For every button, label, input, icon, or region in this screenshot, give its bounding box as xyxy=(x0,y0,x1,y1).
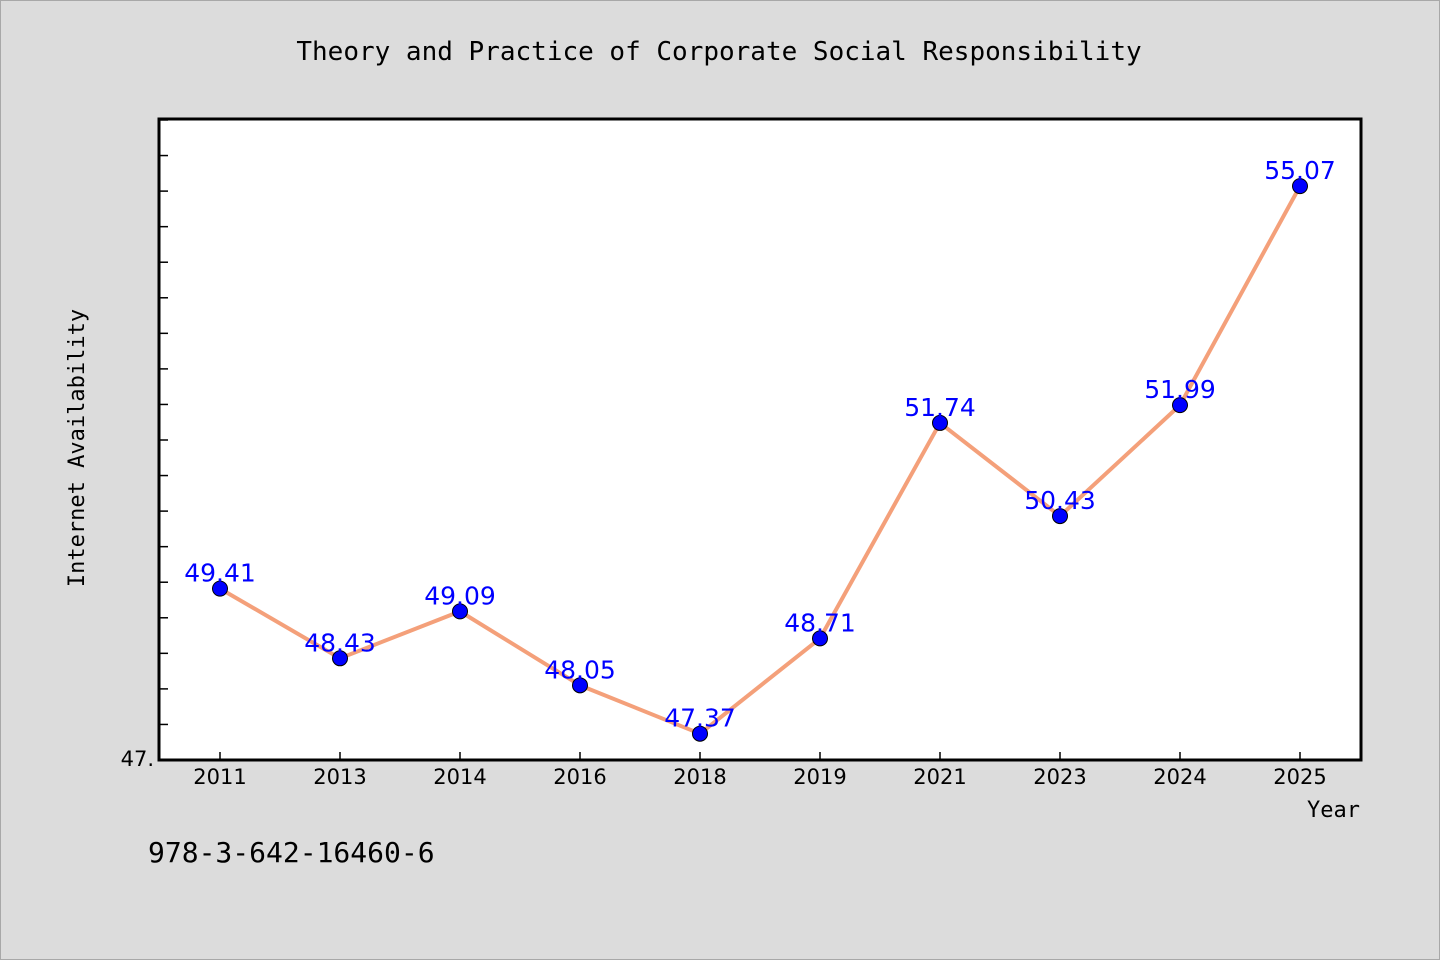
data-point xyxy=(452,603,468,620)
data-label: 48.43 xyxy=(304,628,376,657)
data-label: 49.09 xyxy=(424,581,496,610)
data-label: 55.07 xyxy=(1264,156,1336,185)
x-tick-label: 2024 xyxy=(1153,765,1206,789)
x-tick-label: 2013 xyxy=(313,765,366,789)
series-line xyxy=(218,185,1302,736)
data-label: 51.74 xyxy=(904,393,976,422)
x-tick-label: 2023 xyxy=(1033,765,1086,789)
x-tick-label: 2021 xyxy=(913,765,966,789)
data-point xyxy=(1052,508,1068,525)
data-label: 47.37 xyxy=(664,704,736,733)
data-point xyxy=(1172,397,1188,414)
series-group: 49.41 48.43 49.09 48.05 47.37 48.71 51.74 50.43… xyxy=(184,156,1336,742)
data-point xyxy=(692,725,708,742)
data-label: 50.43 xyxy=(1024,486,1096,515)
chart-title: Theory and Practice of Corporate Social … xyxy=(296,37,1141,67)
x-tick-label: 2011 xyxy=(193,765,246,789)
x-tick-label: 2018 xyxy=(673,765,726,789)
data-point xyxy=(932,414,948,431)
data-label: 48.71 xyxy=(784,608,856,637)
y-axis-label: Internet Availability xyxy=(65,309,90,587)
x-tick-label: 2025 xyxy=(1273,765,1326,789)
data-label: 49.41 xyxy=(184,559,256,588)
x-axis-ticks: 2011 2013 2014 2016 2018 2019 2021 2023 2024 2025 xyxy=(193,752,1327,789)
isbn-text: 978-3-642-16460-6 xyxy=(148,836,435,869)
x-tick-label: 2014 xyxy=(433,765,486,789)
data-label: 48.05 xyxy=(544,655,616,684)
data-point xyxy=(1292,178,1308,195)
y-axis-ticks xyxy=(160,119,168,761)
x-axis-label: Year xyxy=(1307,798,1360,823)
data-point xyxy=(212,580,228,597)
y-tick-label: 47. xyxy=(121,747,154,771)
x-tick-label: 2019 xyxy=(793,765,846,789)
data-point xyxy=(812,630,828,647)
data-point xyxy=(572,677,588,694)
plot-area xyxy=(157,117,1363,762)
x-tick-label: 2016 xyxy=(553,765,606,789)
data-label: 51.99 xyxy=(1144,375,1216,404)
data-point xyxy=(332,650,348,667)
